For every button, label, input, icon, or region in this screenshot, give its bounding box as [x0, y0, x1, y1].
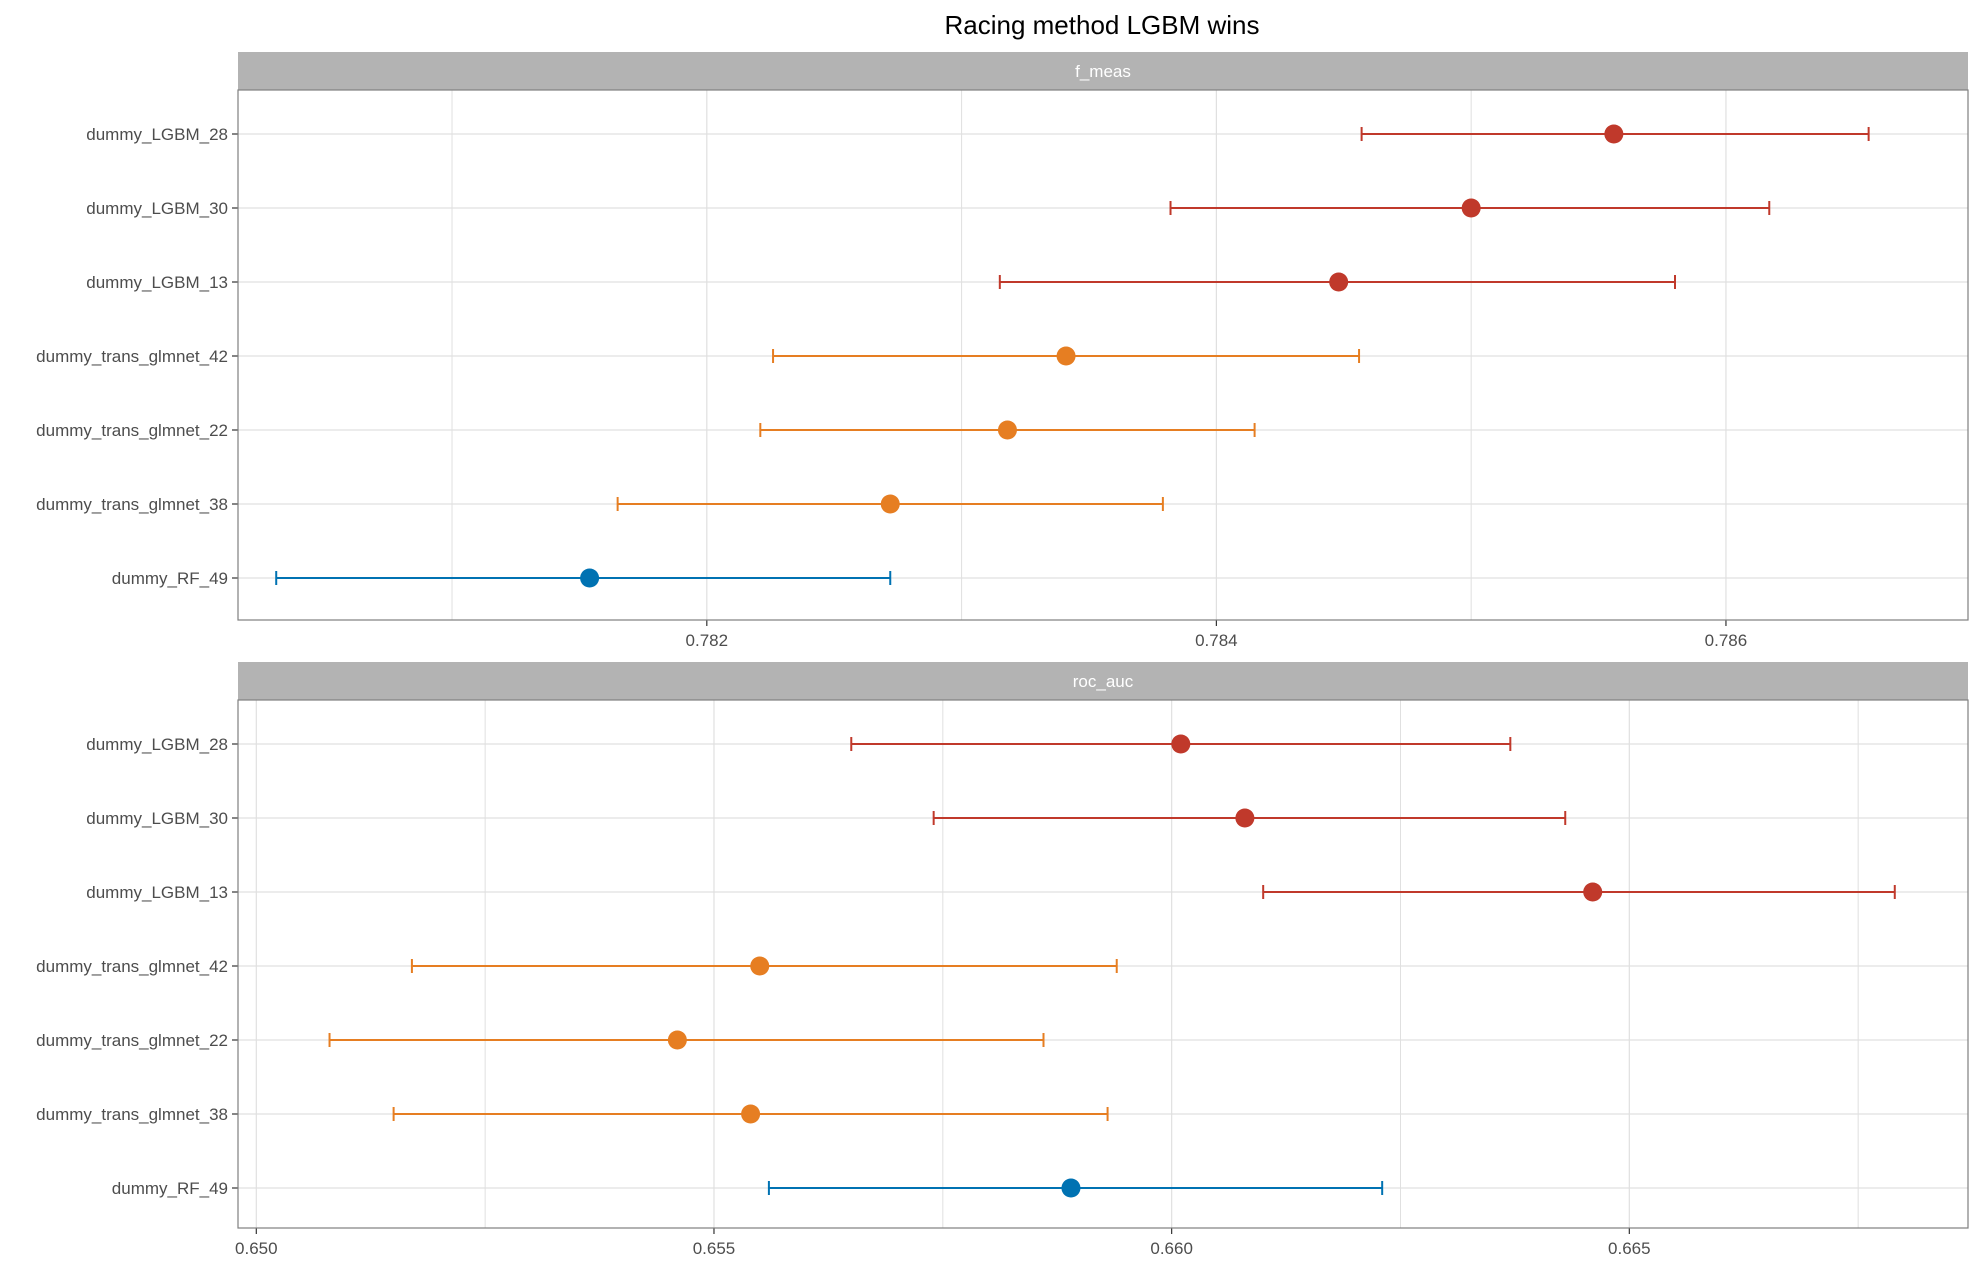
- mean-point: [1235, 808, 1255, 828]
- x-tick-label: 0.786: [1705, 631, 1748, 650]
- panel-border: [237, 699, 1969, 1229]
- y-tick-label: dummy_trans_glmnet_42: [36, 347, 228, 366]
- panel-strip-label: roc_auc: [1073, 672, 1134, 691]
- mean-point: [741, 1104, 761, 1124]
- mean-point: [1461, 198, 1481, 218]
- y-tick-label: dummy_trans_glmnet_22: [36, 421, 228, 440]
- y-tick-label: dummy_LGBM_30: [86, 809, 228, 828]
- panel-border: [237, 89, 1969, 621]
- chart-title: Racing method LGBM wins: [944, 10, 1259, 40]
- x-tick-label: 0.665: [1608, 1239, 1651, 1258]
- panel-strip: [238, 52, 1968, 90]
- mean-point: [1056, 346, 1076, 366]
- mean-point: [750, 956, 770, 976]
- mean-point: [1061, 1178, 1081, 1198]
- y-tick-label: dummy_LGBM_13: [86, 273, 228, 292]
- x-tick-label: 0.660: [1150, 1239, 1193, 1258]
- mean-point: [667, 1030, 687, 1050]
- y-tick-label: dummy_trans_glmnet_42: [36, 957, 228, 976]
- x-tick-label: 0.782: [686, 631, 729, 650]
- x-tick-label: 0.784: [1195, 631, 1238, 650]
- y-tick-label: dummy_RF_49: [112, 1179, 228, 1198]
- y-tick-label: dummy_trans_glmnet_22: [36, 1031, 228, 1050]
- mean-point: [880, 494, 900, 514]
- y-tick-label: dummy_trans_glmnet_38: [36, 495, 228, 514]
- x-tick-label: 0.650: [235, 1239, 278, 1258]
- y-tick-label: dummy_LGBM_13: [86, 883, 228, 902]
- panel-strip-label: f_meas: [1075, 62, 1131, 81]
- x-tick-label: 0.655: [693, 1239, 736, 1258]
- mean-point: [1329, 272, 1349, 292]
- y-tick-label: dummy_LGBM_28: [86, 735, 228, 754]
- mean-point: [1604, 124, 1624, 144]
- panel-strip: [238, 662, 1968, 700]
- y-tick-label: dummy_RF_49: [112, 569, 228, 588]
- y-tick-label: dummy_LGBM_28: [86, 125, 228, 144]
- y-tick-label: dummy_trans_glmnet_38: [36, 1105, 228, 1124]
- mean-point: [580, 568, 600, 588]
- y-tick-label: dummy_LGBM_30: [86, 199, 228, 218]
- mean-point: [1583, 882, 1603, 902]
- panel-f_meas: f_meas 0.782 0.784 0.786 dummy_LGBM_28 dummy_…: [36, 52, 1969, 650]
- mean-point: [997, 420, 1017, 440]
- panel-roc_auc: roc_auc 0.650 0.655 0.660 0.665 dummy_LGBM_28…: [36, 662, 1969, 1258]
- mean-point: [1171, 734, 1191, 754]
